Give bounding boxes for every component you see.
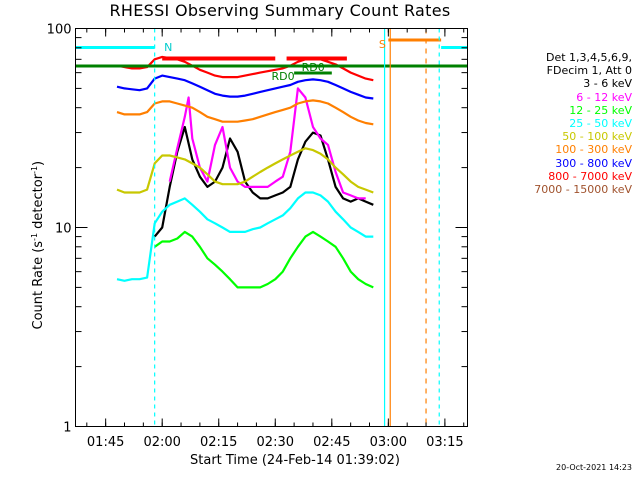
legend-header-1: Det 1,3,4,5,6,9, xyxy=(545,51,632,64)
annotation-1: RD0 xyxy=(272,70,295,83)
legend-header-2: FDecim 1, Att 0 xyxy=(546,64,632,78)
annotation-3: S xyxy=(379,38,386,51)
series-line-2 xyxy=(154,230,374,289)
series-line-1 xyxy=(168,87,366,200)
chart-title: RHESSI Observing Summary Count Rates xyxy=(109,1,451,20)
series-line-3 xyxy=(116,191,374,282)
legend-entry-3: 25 - 50 keV xyxy=(569,117,632,131)
chart-legend: Det 1,3,4,5,6,9, FDecim 1, Att 0 3 - 6 k… xyxy=(482,51,632,196)
legend-entry-8: 7000 - 15000 keV xyxy=(534,183,632,197)
annotation-2: RD0 xyxy=(302,61,325,74)
legend-entry-5: 100 - 300 keV xyxy=(555,143,632,157)
x-tick-label-2: 02:15 xyxy=(200,435,237,450)
x-axis-label: Start Time (24-Feb-14 01:39:02) xyxy=(190,453,400,468)
series-line-6 xyxy=(116,74,374,100)
x-tick-label-3: 02:30 xyxy=(257,435,294,450)
legend-entry-0: 3 - 6 keV xyxy=(583,77,632,91)
x-tick-label-1: 02:00 xyxy=(143,435,180,450)
x-tick-label-4: 02:45 xyxy=(313,435,350,450)
y-axis-label: Count Rate (s-1 detector-1) xyxy=(29,160,47,330)
annotation-0: N xyxy=(164,41,172,54)
x-tick-label-0: 01:45 xyxy=(87,435,124,450)
legend-entry-6: 300 - 800 keV xyxy=(555,156,632,170)
series-line-7 xyxy=(116,55,374,82)
series-line-0 xyxy=(153,125,374,238)
legend-entry-7: 800 - 7000 keV xyxy=(548,169,632,183)
x-tick-label-5: 03:00 xyxy=(370,435,407,450)
footer-date: 20-Oct-2021 14:23 xyxy=(556,463,632,472)
x-tick-label-6: 03:15 xyxy=(426,435,463,450)
y-tick-label-0: 1 xyxy=(63,421,71,436)
y-tick-label-1: 10 xyxy=(55,222,72,237)
legend-entry-1: 6 - 12 keV xyxy=(576,90,632,104)
series-line-4 xyxy=(116,147,374,194)
y-tick-label-2: 100 xyxy=(47,23,72,38)
legend-entry-2: 12 - 25 keV xyxy=(569,103,632,117)
legend-entry-4: 50 - 100 keV xyxy=(562,130,632,144)
series-line-5 xyxy=(116,99,374,126)
